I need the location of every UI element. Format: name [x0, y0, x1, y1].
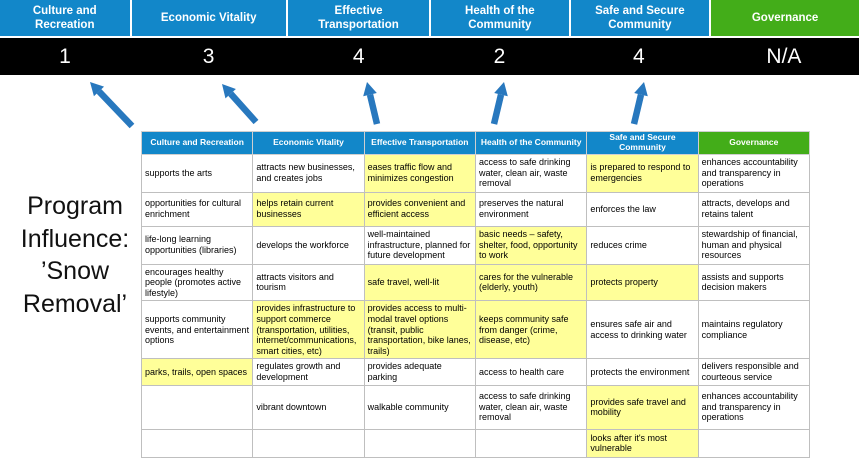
matrix-cell-highlighted: eases traffic flow and minimizes congest…: [363, 153, 476, 193]
influence-matrix-wrap: Culture and Recreation Economic Vitality E…: [140, 131, 811, 458]
pillar-header-row: Culture and Recreation Economic Vitality…: [0, 0, 859, 36]
matrix-cell: attracts visitors and tourism: [252, 263, 365, 302]
matrix-cell: stewardship of financial, human and phys…: [697, 225, 811, 265]
pillar-health-community: Health of the Community: [431, 0, 569, 36]
matrix-cell-highlighted: is prepared to respond to emergencies: [586, 153, 699, 193]
matrix-cell: enforces the law: [586, 191, 699, 227]
matrix-cell: enhances accountability and transparency…: [697, 384, 811, 430]
score-effective-transportation: 4: [352, 44, 365, 68]
matrix-cell: encourages healthy people (promotes acti…: [140, 263, 254, 302]
up-arrow-icon-2: [222, 84, 259, 125]
pillar-safe-secure-community: Safe and Secure Community: [570, 0, 710, 36]
matrix-row: encourages healthy people (promotes acti…: [140, 263, 811, 302]
matrix-cell: [140, 384, 254, 430]
score-row: 1 3 4 2 4 N/A: [0, 38, 859, 75]
matrix-cell: attracts, develops and retains talent: [697, 191, 811, 227]
matrix-cell: develops the workforce: [252, 225, 365, 265]
matrix-header-1: Economic Vitality: [252, 131, 365, 155]
matrix-cell: access to safe drinking water, clean air…: [474, 384, 588, 430]
influence-matrix: Culture and Recreation Economic Vitality E…: [140, 131, 811, 458]
matrix-cell: preserves the natural environment: [474, 191, 588, 227]
matrix-header-4: Safe and Secure Community: [586, 131, 699, 155]
matrix-row: supports the arts attracts new businesses…: [140, 153, 811, 193]
matrix-cell: well-maintained infrastructure, planned …: [363, 225, 476, 265]
score-health-community: 2: [493, 44, 506, 68]
matrix-cell: supports community events, and entertain…: [140, 300, 254, 360]
matrix-cell: [140, 428, 254, 458]
matrix-cell: maintains regulatory compliance: [697, 300, 811, 360]
matrix-row: parks, trails, open spaces regulates grow…: [140, 358, 811, 386]
matrix-cell: opportunities for cultural enrichment: [140, 191, 254, 227]
matrix-row: life-long learning opportunities (librar…: [140, 225, 811, 265]
influence-arrows: [90, 82, 648, 129]
matrix-cell-highlighted: provides convenient and efficient access: [363, 191, 476, 227]
up-arrow-icon-5: [630, 82, 648, 125]
matrix-cell: [252, 428, 365, 458]
up-arrow-icon-3: [363, 82, 381, 125]
matrix-row: vibrant downtown walkable community access…: [140, 384, 811, 430]
matrix-header-0: Culture and Recreation: [140, 131, 254, 155]
matrix-cell-highlighted: provides safe travel and mobility: [586, 384, 699, 430]
matrix-cell: ensures safe air and access to drinking …: [586, 300, 699, 360]
matrix-cell: [363, 428, 476, 458]
matrix-row: supports community events, and entertain…: [140, 300, 811, 360]
matrix-cell: supports the arts: [140, 153, 254, 193]
matrix-cell: reduces crime: [586, 225, 699, 265]
matrix-cell: attracts new businesses, and creates job…: [252, 153, 365, 193]
matrix-cell: access to health care: [474, 358, 588, 386]
matrix-row: looks after it's most vulnerable: [140, 428, 811, 458]
pillar-economic-vitality: Economic Vitality: [131, 0, 286, 36]
pillar-governance: Governance: [711, 0, 859, 36]
matrix-header-row: Culture and Recreation Economic Vitality E…: [140, 131, 811, 155]
matrix-cell: [474, 428, 588, 458]
matrix-cell: provides adequate parking: [363, 358, 476, 386]
matrix-header-2: Effective Transportation: [363, 131, 476, 155]
pillar-culture-recreation: Culture and Recreation: [0, 0, 130, 36]
score-economic-vitality: 3: [202, 44, 215, 68]
matrix-body: supports the arts attracts new businesses…: [140, 153, 811, 458]
matrix-cell-highlighted: basic needs – safety, shelter, food, opp…: [474, 225, 588, 265]
up-arrow-icon-4: [490, 82, 508, 125]
up-arrow-icon-1: [90, 82, 135, 129]
matrix-cell-highlighted: cares for the vulnerable (elderly, youth…: [474, 263, 588, 302]
score-culture-recreation: 1: [59, 44, 71, 68]
matrix-header-5: Governance: [697, 131, 811, 155]
matrix-cell-highlighted: provides access to multi-modal travel op…: [363, 300, 476, 360]
matrix-cell: enhances accountability and transparency…: [697, 153, 811, 193]
matrix-cell: access to safe drinking water, clean air…: [474, 153, 588, 193]
matrix-cell: delivers responsible and courteous servi…: [697, 358, 811, 386]
matrix-cell-highlighted: keeps community safe from danger (crime,…: [474, 300, 588, 360]
score-governance: N/A: [766, 44, 802, 68]
matrix-header-3: Health of the Community: [474, 131, 588, 155]
matrix-row: opportunities for cultural enrichment hel…: [140, 191, 811, 227]
matrix-cell-highlighted: protects property: [586, 263, 699, 302]
matrix-cell: regulates growth and development: [252, 358, 365, 386]
matrix-cell: assists and supports decision makers: [697, 263, 811, 302]
matrix-cell-highlighted: looks after it's most vulnerable: [586, 428, 699, 458]
matrix-cell-highlighted: safe travel, well-lit: [363, 263, 476, 302]
matrix-cell: [697, 428, 811, 458]
program-influence-label: Program Influence: ’Snow Removal’: [20, 192, 130, 318]
score-safe-secure-community: 4: [632, 44, 645, 68]
matrix-cell: life-long learning opportunities (librar…: [140, 225, 254, 265]
matrix-cell-highlighted: helps retain current businesses: [252, 191, 365, 227]
matrix-cell: vibrant downtown: [252, 384, 365, 430]
matrix-cell-highlighted: parks, trails, open spaces: [140, 358, 254, 386]
pillar-effective-transportation: Effective Transportation: [287, 0, 430, 36]
matrix-cell: walkable community: [363, 384, 476, 430]
matrix-cell: protects the environment: [586, 358, 699, 386]
matrix-cell-highlighted: provides infrastructure to support comme…: [252, 300, 365, 360]
